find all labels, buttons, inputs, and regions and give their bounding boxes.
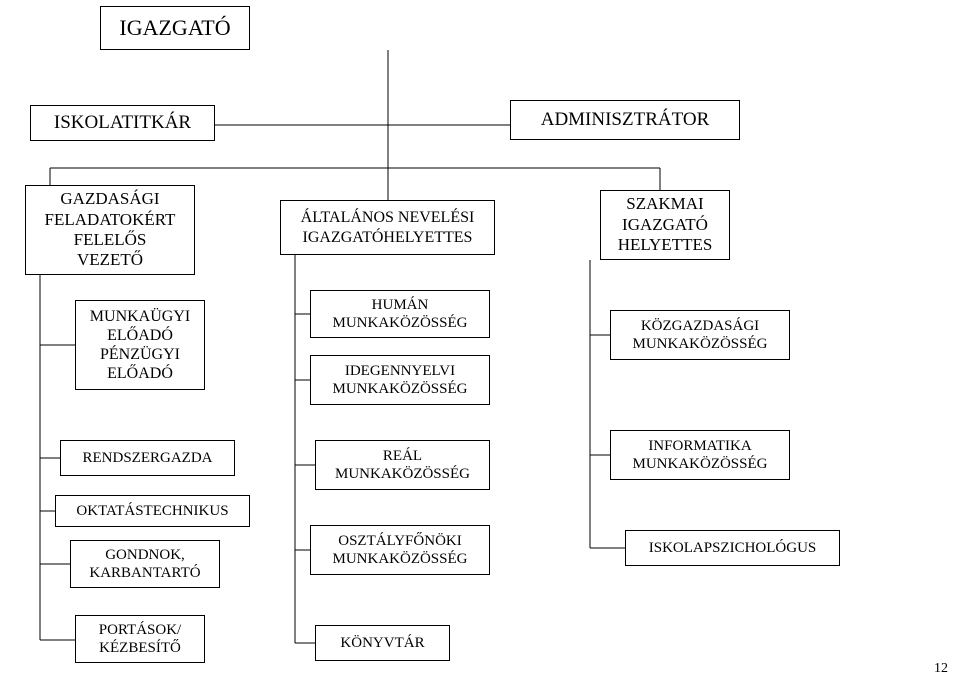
label: GONDNOK, KARBANTARTÓ <box>89 546 200 582</box>
label: KÖNYVTÁR <box>340 634 424 652</box>
label: IDEGENNYELVI MUNKAKÖZÖSSÉG <box>332 362 467 398</box>
label: KÖZGAZDASÁGI MUNKAKÖZÖSSÉG <box>632 317 767 353</box>
node-szakmai: SZAKMAI IGAZGATÓ HELYETTES <box>600 190 730 260</box>
node-kozgazdasagi: KÖZGAZDASÁGI MUNKAKÖZÖSSÉG <box>610 310 790 360</box>
label: OSZTÁLYFŐNÖKI MUNKAKÖZÖSSÉG <box>332 532 467 568</box>
node-gazdasagi: GAZDASÁGI FELADATOKÉRT FELELŐS VEZETŐ <box>25 185 195 275</box>
node-konyvtar: KÖNYVTÁR <box>315 625 450 661</box>
node-altalanos: ÁLTALÁNOS NEVELÉSI IGAZGATÓHELYETTES <box>280 200 495 255</box>
org-chart: IGAZGATÓ ISKOLATITKÁR ADMINISZTRÁTOR GAZ… <box>0 0 960 685</box>
node-munkaugyi: MUNKAÜGYI ELŐADÓ PÉNZÜGYI ELŐADÓ <box>75 300 205 390</box>
node-iskolapszich: ISKOLAPSZICHOLÓGUS <box>625 530 840 566</box>
node-real: REÁL MUNKAKÖZÖSSÉG <box>315 440 490 490</box>
label: OKTATÁSTECHNIKUS <box>76 502 228 520</box>
node-human: HUMÁN MUNKAKÖZÖSSÉG <box>310 290 490 338</box>
label: RENDSZERGAZDA <box>83 449 213 467</box>
label: IGAZGATÓ <box>119 15 230 41</box>
node-gondnok: GONDNOK, KARBANTARTÓ <box>70 540 220 588</box>
node-idegennyelvi: IDEGENNYELVI MUNKAKÖZÖSSÉG <box>310 355 490 405</box>
label: MUNKAÜGYI ELŐADÓ PÉNZÜGYI ELŐADÓ <box>90 307 190 384</box>
label: ISKOLATITKÁR <box>54 112 191 135</box>
label: REÁL MUNKAKÖZÖSSÉG <box>335 447 470 483</box>
label: PORTÁSOK/ KÉZBESÍTŐ <box>99 621 181 657</box>
label: GAZDASÁGI FELADATOKÉRT FELELŐS VEZETŐ <box>45 189 176 271</box>
node-rendszergazda: RENDSZERGAZDA <box>60 440 235 476</box>
label: INFORMATIKA MUNKAKÖZÖSSÉG <box>632 437 767 473</box>
node-osztalyfonoki: OSZTÁLYFŐNÖKI MUNKAKÖZÖSSÉG <box>310 525 490 575</box>
node-portasok: PORTÁSOK/ KÉZBESÍTŐ <box>75 615 205 663</box>
label: HUMÁN MUNKAKÖZÖSSÉG <box>332 296 467 332</box>
node-informatika: INFORMATIKA MUNKAKÖZÖSSÉG <box>610 430 790 480</box>
page-number: 12 <box>934 661 948 677</box>
node-igazgato: IGAZGATÓ <box>100 6 250 50</box>
label: ÁLTALÁNOS NEVELÉSI IGAZGATÓHELYETTES <box>301 208 475 246</box>
label: SZAKMAI IGAZGATÓ HELYETTES <box>618 194 713 255</box>
node-oktatastech: OKTATÁSTECHNIKUS <box>55 495 250 527</box>
label: ADMINISZTRÁTOR <box>541 109 710 132</box>
node-adminisztrator: ADMINISZTRÁTOR <box>510 100 740 140</box>
node-iskolatitkar: ISKOLATITKÁR <box>30 105 215 141</box>
label: ISKOLAPSZICHOLÓGUS <box>649 539 817 557</box>
